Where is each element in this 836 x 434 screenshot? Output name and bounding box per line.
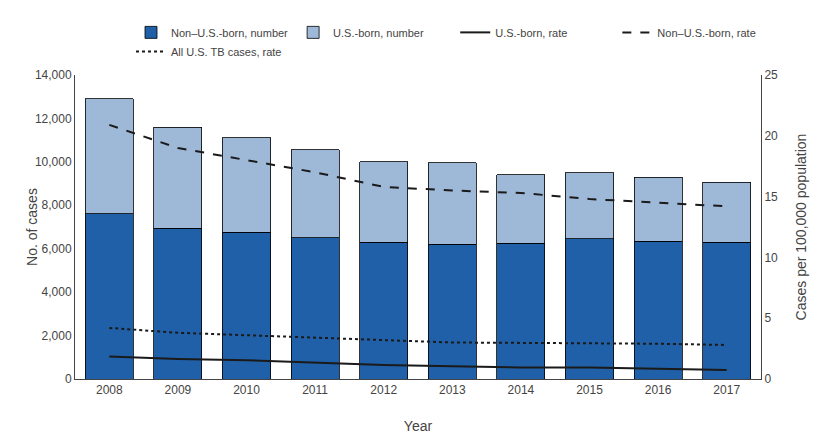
svg-text:No. of cases: No. of cases (24, 188, 40, 266)
svg-text:2012: 2012 (370, 383, 397, 397)
svg-text:14,000: 14,000 (35, 68, 72, 82)
svg-text:Non–U.S.-born, rate: Non–U.S.-born, rate (657, 27, 755, 39)
svg-text:Year: Year (404, 418, 433, 434)
svg-text:2017: 2017 (713, 383, 740, 397)
svg-text:2010: 2010 (233, 383, 260, 397)
svg-text:2013: 2013 (439, 383, 466, 397)
svg-text:2011: 2011 (302, 383, 328, 397)
svg-text:0: 0 (65, 372, 72, 386)
svg-text:2009: 2009 (165, 383, 192, 397)
svg-text:12,000: 12,000 (35, 112, 72, 126)
svg-text:2,000: 2,000 (42, 329, 72, 343)
svg-text:6,000: 6,000 (42, 242, 72, 256)
svg-text:20: 20 (764, 129, 778, 143)
svg-text:4,000: 4,000 (42, 285, 72, 299)
svg-text:Non–U.S.-born, number: Non–U.S.-born, number (171, 27, 288, 39)
svg-text:2016: 2016 (645, 383, 672, 397)
svg-text:10: 10 (764, 251, 778, 265)
svg-text:2015: 2015 (576, 383, 603, 397)
svg-text:Cases per 100,000 population: Cases per 100,000 population (793, 134, 809, 321)
svg-text:10,000: 10,000 (35, 155, 72, 169)
svg-text:5: 5 (764, 311, 771, 325)
svg-text:15: 15 (764, 190, 778, 204)
svg-text:2014: 2014 (508, 383, 535, 397)
svg-text:U.S.-born, number: U.S.-born, number (333, 27, 424, 39)
svg-text:8,000: 8,000 (42, 198, 72, 212)
svg-text:U.S.-born, rate: U.S.-born, rate (495, 27, 567, 39)
svg-text:0: 0 (764, 372, 771, 386)
svg-text:All U.S. TB cases, rate: All U.S. TB cases, rate (171, 46, 281, 58)
svg-text:25: 25 (764, 68, 778, 82)
svg-text:2008: 2008 (96, 383, 123, 397)
